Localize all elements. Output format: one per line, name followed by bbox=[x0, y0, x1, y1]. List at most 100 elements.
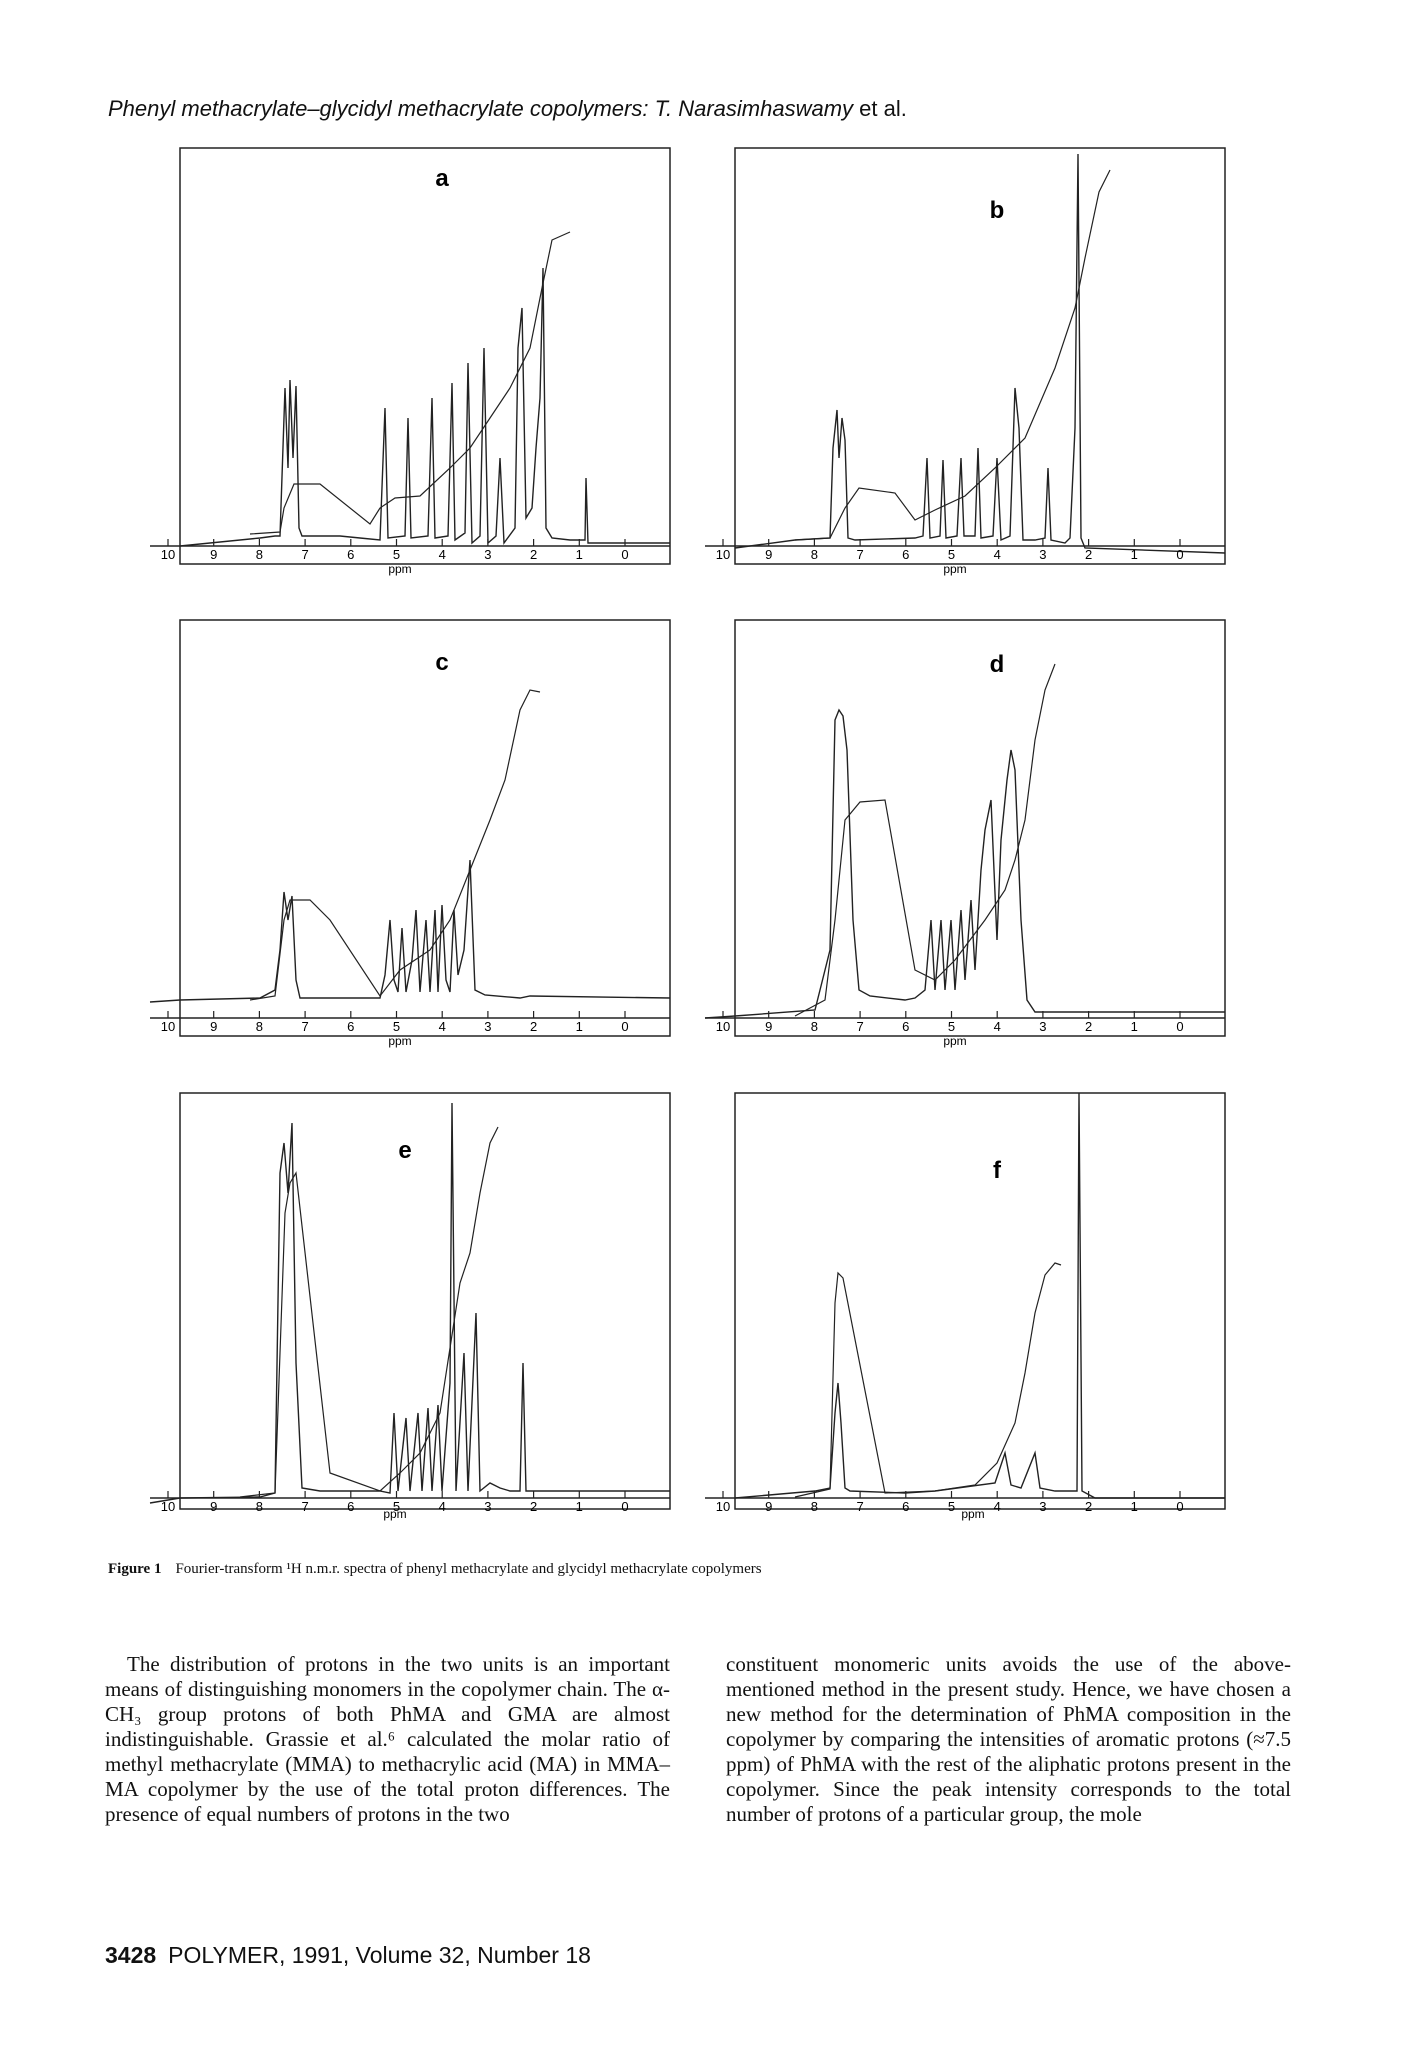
axis-tick-label: 5 bbox=[393, 1019, 400, 1034]
axis-tick-label: 4 bbox=[994, 547, 1001, 562]
panel-frame bbox=[179, 147, 671, 565]
axis-unit-label: ppm bbox=[943, 1034, 966, 1048]
axis-tick-label: 4 bbox=[439, 1499, 446, 1514]
spectrum-panel-b: b 10 9 8 7 6 5 4 3 2 1 0 ppm bbox=[705, 147, 1226, 576]
integral-trace bbox=[239, 1126, 499, 1498]
axis-tick-label: 9 bbox=[210, 1499, 217, 1514]
axis-tick-label: 3 bbox=[484, 1019, 491, 1034]
spectrum-a-svg: a 10 9 8 7 6 5 4 3 2 1 0 ppm bbox=[150, 147, 671, 576]
axis-tick-label: 9 bbox=[765, 1499, 772, 1514]
panel-frame bbox=[179, 1092, 671, 1510]
body-column-right: constituent monomeric units avoids the u… bbox=[726, 1652, 1291, 1827]
axis-tick-label: 7 bbox=[301, 547, 308, 562]
axis-tick-label: 4 bbox=[439, 547, 446, 562]
x-axis-ticks: 10 9 8 7 6 5 4 3 2 1 0 bbox=[161, 1011, 629, 1034]
axis-tick-label: 7 bbox=[301, 1019, 308, 1034]
spectrum-panel-c: c 10 9 8 7 6 5 4 3 2 1 0 ppm bbox=[149, 619, 671, 1048]
axis-tick-label: 2 bbox=[530, 1499, 537, 1514]
axis-tick-label: 6 bbox=[347, 547, 354, 562]
x-axis-ticks: 10 9 8 7 6 5 4 3 2 1 0 bbox=[716, 539, 1184, 562]
integral-trace bbox=[794, 663, 1056, 1017]
x-axis-ticks: 10 9 8 7 6 5 4 3 2 1 0 bbox=[161, 1491, 629, 1514]
page-number: 3428 bbox=[105, 1942, 157, 1968]
integral-trace bbox=[249, 231, 571, 535]
axis-unit-label: ppm bbox=[388, 562, 411, 576]
panel-letter: f bbox=[993, 1157, 1002, 1184]
axis-tick-label: 10 bbox=[716, 1499, 730, 1514]
spectrum-trace bbox=[149, 859, 671, 1003]
spectrum-c-svg: c 10 9 8 7 6 5 4 3 2 1 0 ppm bbox=[149, 619, 671, 1048]
axis-tick-label: 4 bbox=[994, 1019, 1001, 1034]
body-column-left: The distribution of protons in the two u… bbox=[105, 1652, 670, 1827]
x-axis-ticks: 10 9 8 7 6 5 4 3 2 1 0 bbox=[161, 539, 629, 562]
axis-tick-label: 3 bbox=[484, 547, 491, 562]
integral-trace bbox=[794, 169, 1111, 541]
axis-tick-label: 9 bbox=[765, 547, 772, 562]
axis-tick-label: 5 bbox=[393, 1499, 400, 1514]
axis-tick-label: 1 bbox=[576, 1499, 583, 1514]
integral-trace bbox=[794, 1262, 1062, 1498]
axis-tick-label: 2 bbox=[1085, 547, 1092, 562]
axis-tick-label: 5 bbox=[393, 547, 400, 562]
page-footer: 3428 POLYMER, 1991, Volume 32, Number 18 bbox=[105, 1942, 591, 1969]
axis-tick-label: 1 bbox=[576, 547, 583, 562]
axis-tick-label: 10 bbox=[161, 1019, 175, 1034]
axis-tick-label: 7 bbox=[856, 1499, 863, 1514]
axis-tick-label: 1 bbox=[576, 1019, 583, 1034]
axis-tick-label: 3 bbox=[1039, 1499, 1046, 1514]
spectrum-f-svg: f 10 9 8 7 6 5 4 3 2 1 0 ppm bbox=[705, 1092, 1226, 1521]
panel-letter: a bbox=[435, 165, 449, 192]
panel-letter: d bbox=[990, 651, 1005, 678]
axis-tick-label: 0 bbox=[621, 1019, 628, 1034]
axis-unit-label: ppm bbox=[943, 562, 966, 576]
axis-tick-label: 10 bbox=[161, 1499, 175, 1514]
axis-tick-label: 1 bbox=[1131, 547, 1138, 562]
axis-tick-label: 0 bbox=[621, 1499, 628, 1514]
axis-tick-label: 5 bbox=[948, 1499, 955, 1514]
x-axis-ticks: 10 9 8 7 6 5 4 3 2 1 0 bbox=[716, 1491, 1184, 1514]
axis-tick-label: 8 bbox=[256, 547, 263, 562]
running-header-title: Phenyl methacrylate–glycidyl methacrylat… bbox=[108, 96, 854, 121]
axis-tick-label: 8 bbox=[256, 1019, 263, 1034]
spectrum-panel-e: e 10 9 8 7 6 5 4 3 2 1 0 ppm bbox=[149, 1092, 671, 1521]
axis-tick-label: 9 bbox=[210, 547, 217, 562]
axis-tick-label: 3 bbox=[1039, 547, 1046, 562]
axis-tick-label: 2 bbox=[530, 1019, 537, 1034]
running-header-etal: et al. bbox=[853, 96, 907, 121]
body-paragraph: The distribution of protons in the two u… bbox=[105, 1652, 670, 1826]
figure-caption: Figure 1 Fourier-transform ¹H n.m.r. spec… bbox=[108, 1561, 762, 1578]
x-axis-ticks: 10 9 8 7 6 5 4 3 2 1 0 bbox=[716, 1011, 1184, 1034]
journal-citation: POLYMER, 1991, Volume 32, Number 18 bbox=[168, 1942, 591, 1968]
panel-frame bbox=[734, 1092, 1226, 1510]
figure-label: Figure 1 bbox=[108, 1561, 162, 1577]
panel-letter: c bbox=[435, 649, 448, 676]
axis-tick-label: 6 bbox=[347, 1019, 354, 1034]
spectrum-b-svg: b 10 9 8 7 6 5 4 3 2 1 0 ppm bbox=[705, 147, 1226, 576]
axis-tick-label: 6 bbox=[902, 1019, 909, 1034]
axis-tick-label: 8 bbox=[811, 1499, 818, 1514]
axis-tick-label: 7 bbox=[301, 1499, 308, 1514]
running-header: Phenyl methacrylate–glycidyl methacrylat… bbox=[108, 96, 907, 122]
axis-tick-label: 8 bbox=[811, 1019, 818, 1034]
axis-tick-label: 9 bbox=[765, 1019, 772, 1034]
axis-tick-label: 6 bbox=[902, 1499, 909, 1514]
axis-tick-label: 2 bbox=[1085, 1499, 1092, 1514]
spectrum-e-svg: e 10 9 8 7 6 5 4 3 2 1 0 ppm bbox=[149, 1092, 671, 1521]
axis-tick-label: 9 bbox=[210, 1019, 217, 1034]
panel-letter: e bbox=[398, 1137, 411, 1164]
integral-trace bbox=[249, 689, 541, 1001]
spectrum-panel-a: a 10 9 8 7 6 5 4 3 2 1 0 ppm bbox=[150, 147, 671, 576]
axis-tick-label: 8 bbox=[811, 547, 818, 562]
axis-tick-label: 7 bbox=[856, 1019, 863, 1034]
axis-tick-label: 10 bbox=[716, 547, 730, 562]
spectrum-panel-d: d 10 9 8 7 6 5 4 3 2 1 0 ppm bbox=[704, 619, 1226, 1048]
axis-tick-label: 0 bbox=[1176, 547, 1183, 562]
axis-unit-label: ppm bbox=[388, 1034, 411, 1048]
axis-tick-label: 1 bbox=[1131, 1499, 1138, 1514]
spectrum-trace bbox=[179, 267, 670, 547]
axis-tick-label: 10 bbox=[161, 547, 175, 562]
panel-frame bbox=[734, 147, 1226, 565]
spectrum-d-svg: d 10 9 8 7 6 5 4 3 2 1 0 ppm bbox=[704, 619, 1226, 1048]
axis-tick-label: 7 bbox=[856, 547, 863, 562]
axis-tick-label: 2 bbox=[1085, 1019, 1092, 1034]
